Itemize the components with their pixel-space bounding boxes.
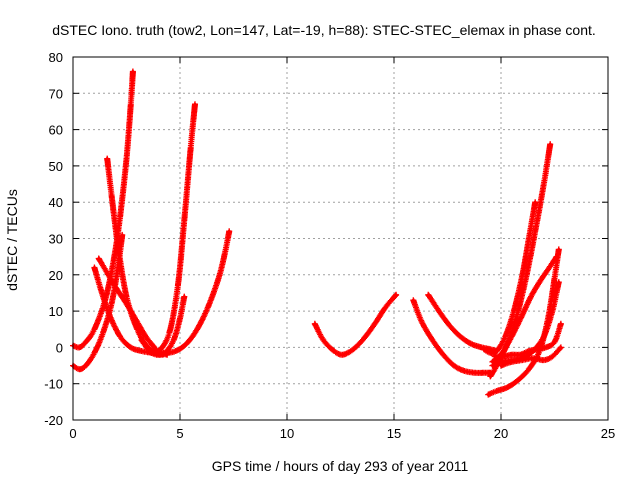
y-tick-label: 40	[49, 195, 63, 210]
y-tick-label: 60	[49, 123, 63, 138]
series-pass-18	[498, 344, 564, 369]
x-tick-label: 5	[176, 426, 183, 441]
series-pass-8	[151, 228, 233, 356]
y-tick-label: 0	[56, 340, 63, 355]
data-point-marker	[553, 253, 560, 260]
series-pass-3	[70, 231, 126, 373]
y-axis-label: dSTEC / TECUs	[4, 189, 20, 291]
y-tick-label: -20	[44, 413, 63, 428]
data-point-marker	[198, 317, 205, 324]
series-pass-9	[311, 291, 400, 358]
data-series	[70, 68, 564, 398]
y-tick-label: 50	[49, 159, 63, 174]
data-point-marker	[557, 320, 564, 327]
x-tick-label: 20	[494, 426, 508, 441]
y-tick-label: 30	[49, 232, 63, 247]
data-point-marker	[192, 101, 198, 108]
series-line	[426, 293, 499, 353]
x-axis-label: GPS time / hours of day 293 of year 2011	[212, 458, 469, 474]
data-point-marker	[557, 344, 564, 351]
series-pass-17	[491, 320, 564, 360]
y-tick-label: 80	[49, 50, 63, 65]
x-tick-label: 0	[69, 426, 76, 441]
data-point-marker	[393, 291, 400, 298]
x-tick-label: 25	[601, 426, 615, 441]
data-point-marker	[129, 68, 136, 75]
data-point-marker	[555, 279, 562, 286]
y-tick-label: 10	[49, 304, 63, 319]
data-point-marker	[555, 246, 562, 253]
data-point-marker	[547, 141, 554, 148]
x-tick-label: 10	[280, 426, 294, 441]
data-point-marker	[532, 199, 539, 206]
series-line	[140, 102, 197, 355]
y-tick-label: -10	[44, 377, 63, 392]
chart-title: dSTEC Iono. truth (tow2, Lon=147, Lat=-1…	[52, 22, 596, 38]
plot-frame	[72, 56, 609, 421]
series-pass-5	[95, 255, 162, 356]
series-pass-7	[138, 101, 198, 356]
y-tick-label: 20	[49, 268, 63, 283]
data-point-marker	[226, 228, 233, 235]
series-pass-10	[410, 297, 494, 376]
data-point-marker	[119, 231, 126, 238]
data-point-marker	[181, 293, 188, 300]
x-tick-label: 15	[387, 426, 401, 441]
series-pass-12	[480, 199, 539, 357]
y-tick-label: 70	[49, 86, 63, 101]
